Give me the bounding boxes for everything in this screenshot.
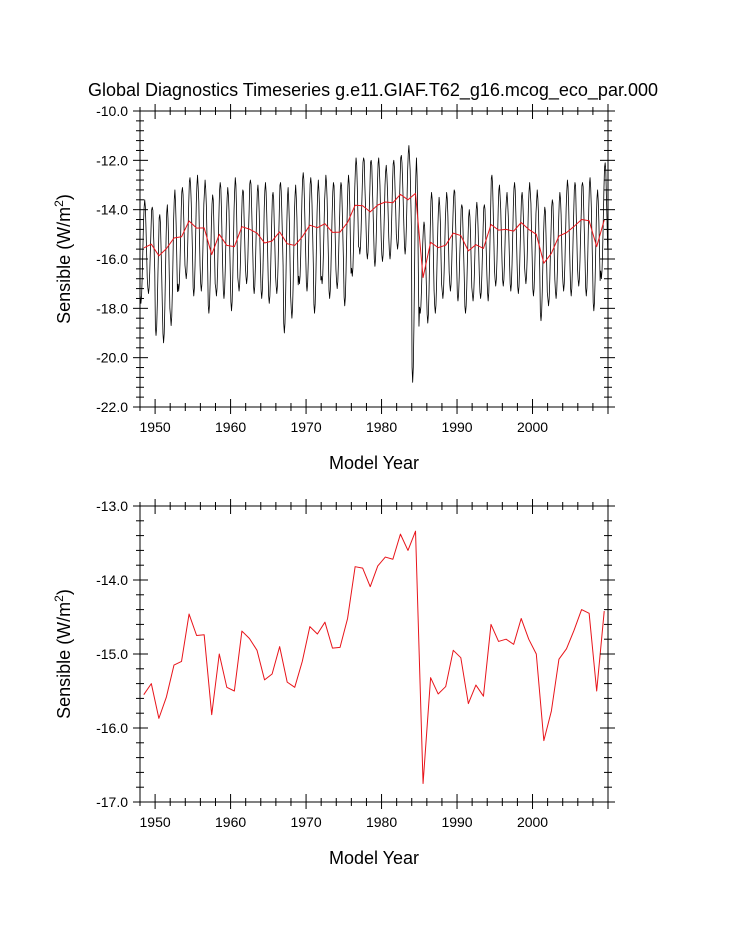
bottom-x-axis-title: Model Year: [329, 848, 419, 868]
top-annual-series-line: [143, 192, 605, 278]
bottom-plot-frame: [139, 505, 609, 803]
top-y-tick-label: -18.0: [96, 300, 128, 316]
bottom-ticks-group: 1950 1960 1970 1980 1990 2000 -17.0 -16.0 -15.0 -…: [96, 498, 615, 830]
top-x-axis-title: Model Year: [329, 453, 419, 473]
top-x-tick-label: 2000: [517, 419, 548, 435]
top-y-tick-label: -12.0: [96, 152, 128, 168]
chart-title: Global Diagnostics Timeseries g.e11.GIAF…: [88, 80, 658, 101]
top-x-tick-label: 1990: [441, 419, 472, 435]
bottom-x-tick-label: 1960: [215, 814, 246, 830]
top-y-tick-label: -22.0: [96, 399, 128, 415]
top-y-axis-title-sup: 2: [52, 200, 66, 207]
top-monthly-series-line: [140, 145, 608, 383]
top-x-tick-label: 1980: [366, 419, 397, 435]
bottom-x-tick-label: 1980: [366, 814, 397, 830]
bottom-x-tick-label: 1950: [140, 814, 171, 830]
top-x-tick-label: 1950: [140, 419, 171, 435]
bottom-x-tick-label: 2000: [517, 814, 548, 830]
bottom-y-tick-label: -13.0: [96, 498, 128, 514]
top-y-axis-title: Sensible (W/m2): [52, 194, 74, 324]
bottom-y-tick-label: -14.0: [96, 572, 128, 588]
top-panel: 1950 1960 1970 1980 1990 2000 -22.0 -20.0 -18.0 -…: [52, 103, 615, 473]
bottom-x-tick-label: 1990: [441, 814, 472, 830]
top-y-axis-title-end: ): [54, 194, 74, 200]
top-series-group: [140, 145, 608, 383]
bottom-y-tick-label: -16.0: [96, 720, 128, 736]
top-y-axis-title-main: Sensible (W/m: [54, 207, 74, 324]
bottom-x-tick-label: 1970: [290, 814, 321, 830]
top-y-tick-label: -16.0: [96, 251, 128, 267]
top-y-tick-label: -14.0: [96, 202, 128, 218]
bottom-y-tick-label: -15.0: [96, 646, 128, 662]
bottom-panel: 1950 1960 1970 1980 1990 2000 -17.0 -16.0 -15.0 -…: [52, 498, 615, 868]
bottom-annual-series-line: [143, 530, 605, 784]
top-y-tick-label: -10.0: [96, 103, 128, 119]
bottom-y-axis-title-main: Sensible (W/m: [54, 602, 74, 719]
top-x-tick-label: 1970: [290, 419, 321, 435]
top-x-tick-label: 1960: [215, 419, 246, 435]
bottom-y-axis-title: Sensible (W/m2): [52, 589, 74, 719]
bottom-y-tick-label: -17.0: [96, 794, 128, 810]
top-ticks-group: 1950 1960 1970 1980 1990 2000 -22.0 -20.0 -18.0 -…: [96, 103, 615, 435]
bottom-y-axis-title-end: ): [54, 589, 74, 595]
top-y-tick-label: -20.0: [96, 350, 128, 366]
bottom-series-group: [143, 530, 605, 784]
bottom-y-axis-title-sup: 2: [52, 595, 66, 602]
